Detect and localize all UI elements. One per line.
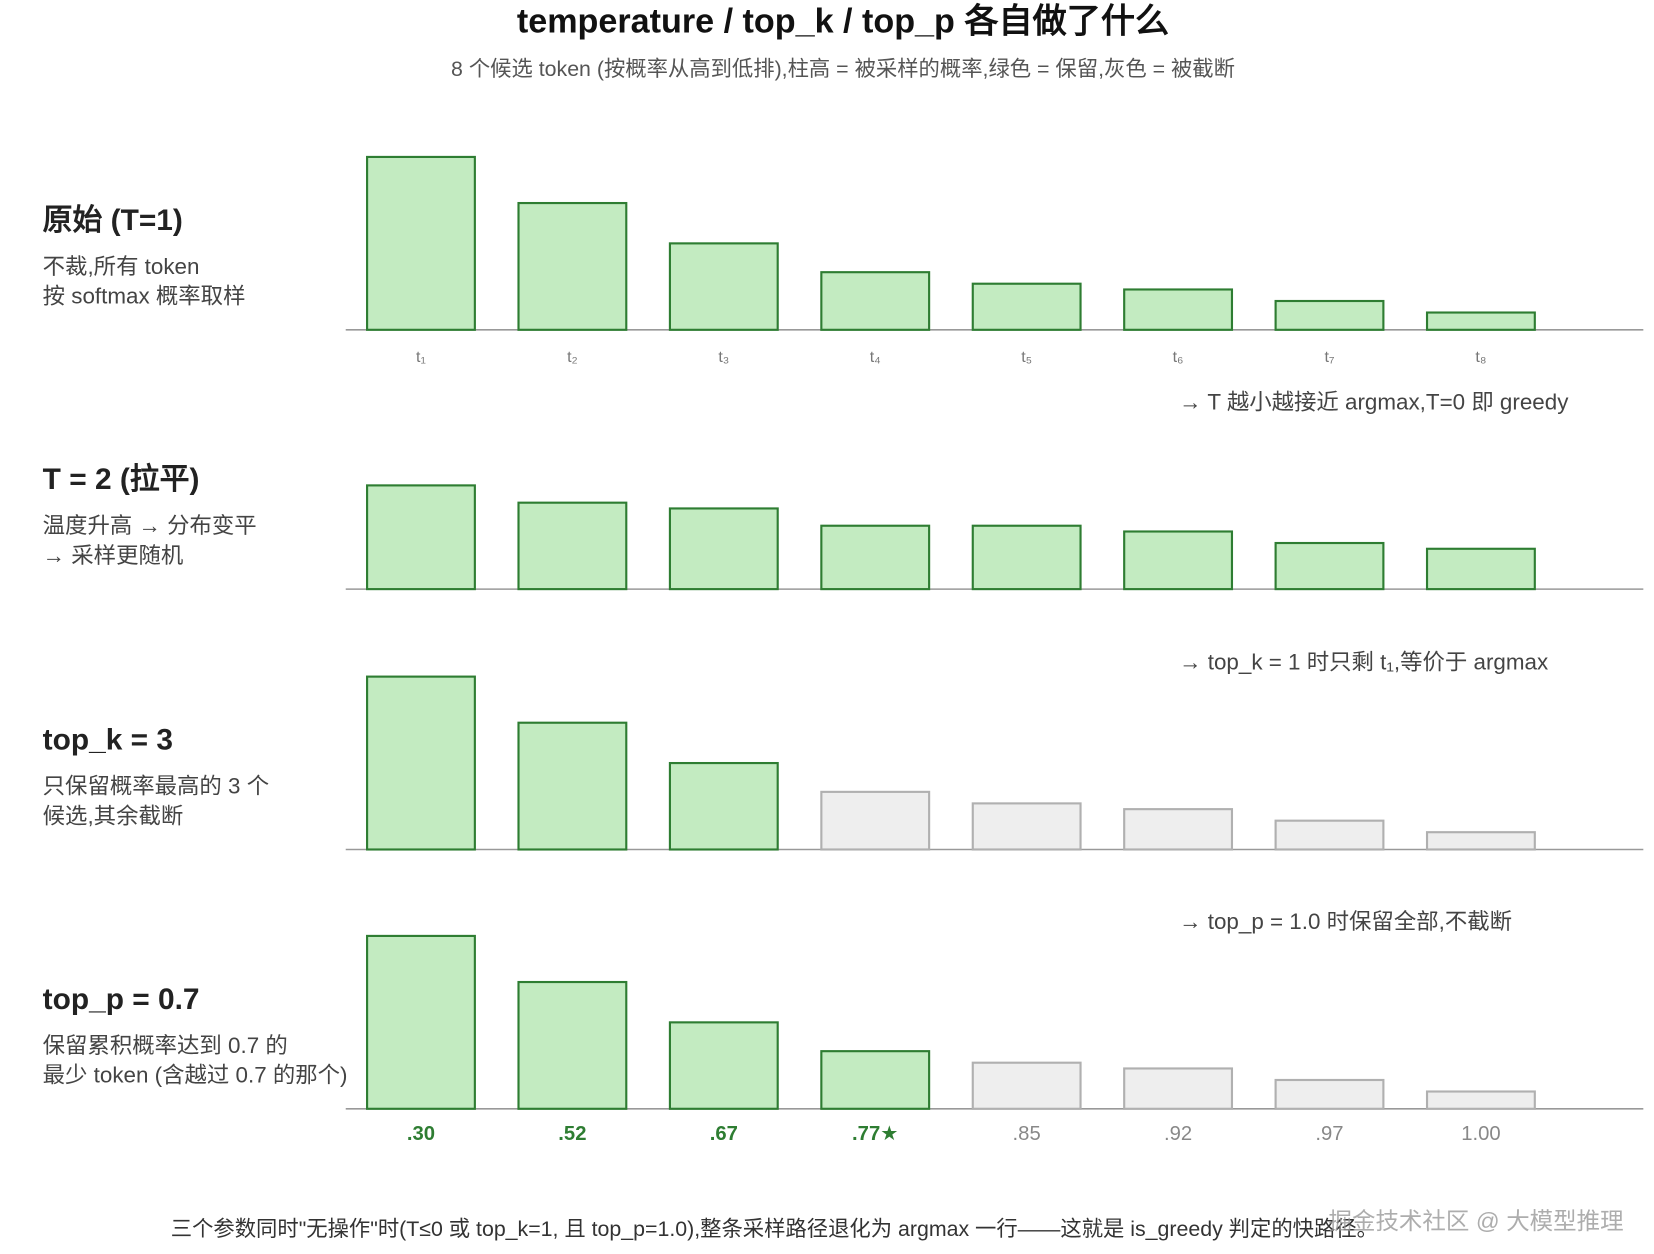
bar (366, 675, 476, 851)
bar (366, 484, 476, 591)
bar (517, 980, 628, 1110)
panel-description: → 采样更随机 (43, 543, 184, 568)
cumulative-label: .97 (1315, 1123, 1343, 1145)
bar (1123, 1067, 1234, 1110)
bar (366, 155, 476, 331)
x-tick-label: t₇ (1325, 349, 1335, 366)
cumulative-label: .30 (407, 1123, 435, 1145)
panel-title: top_p = 0.7 (43, 983, 200, 1016)
footer: 三个参数同时"无操作"时(T≤0 或 top_k=1, 且 top_p=1.0)… (171, 1217, 1378, 1241)
watermark: 掘金技术社区 @ 大模型推理 (1329, 1208, 1624, 1234)
bar (1425, 311, 1536, 331)
bar (820, 1050, 931, 1110)
bar (1274, 819, 1385, 851)
bar (820, 790, 931, 851)
x-tick-label: t₈ (1475, 349, 1486, 366)
bar (971, 1061, 1082, 1110)
bar (1274, 541, 1385, 591)
panel-title: 原始 (T=1) (43, 204, 183, 237)
x-tick-label: t₄ (870, 349, 881, 366)
bar (517, 501, 628, 591)
panel-description: 保留累积概率达到 0.7 的 (43, 1033, 288, 1058)
chart-subtitle: 8 个候选 token (按概率从高到低排),柱高 = 被采样的概率,绿色 = … (451, 57, 1235, 81)
panel-note: → top_k = 1 时只剩 t₁,等价于 argmax (1179, 650, 1548, 675)
panel-description: 候选,其余截断 (43, 803, 184, 828)
bar (517, 201, 628, 331)
x-tick-label: t₅ (1021, 349, 1032, 366)
bar (366, 934, 476, 1110)
x-tick-label: t₂ (567, 349, 578, 366)
panel-description: 温度升高 → 分布变平 (43, 513, 257, 538)
bar (820, 271, 931, 331)
bar (1425, 1090, 1536, 1110)
bar (1274, 1078, 1385, 1110)
bar (668, 1021, 779, 1110)
cumulative-label: .67 (710, 1123, 738, 1145)
bar (668, 507, 779, 591)
panel-description: 不裁,所有 token (43, 254, 200, 279)
bar (1274, 299, 1385, 331)
bar (1123, 808, 1234, 851)
bar (668, 761, 779, 851)
cumulative-label: .77★ (852, 1123, 898, 1145)
bar (971, 282, 1082, 331)
panel-title: T = 2 (拉平) (43, 462, 200, 496)
cumulative-label: .92 (1164, 1123, 1192, 1145)
bar (1123, 530, 1234, 591)
bar (1123, 288, 1234, 331)
panel-note: → T 越小越接近 argmax,T=0 即 greedy (1179, 389, 1569, 414)
bar (971, 524, 1082, 591)
panel-description: 最少 token (含越过 0.7 的那个) (43, 1063, 348, 1088)
bar (1425, 831, 1536, 851)
bar (1425, 547, 1536, 591)
cumulative-label: 1.00 (1461, 1123, 1500, 1145)
panel-title: top_k = 3 (43, 724, 173, 757)
cumulative-label: .85 (1013, 1123, 1041, 1145)
cumulative-label: .52 (558, 1123, 586, 1145)
bar (820, 524, 931, 591)
bar (971, 802, 1082, 851)
bar (668, 242, 779, 331)
panel-note: → top_p = 1.0 时保留全部,不截断 (1179, 909, 1512, 934)
chart-title: temperature / top_k / top_p 各自做了什么 (517, 2, 1169, 41)
panel-description: 只保留概率最高的 3 个 (43, 774, 269, 799)
x-tick-label: t₁ (416, 349, 426, 366)
bar (517, 721, 628, 851)
x-tick-label: t₃ (718, 349, 729, 366)
panel-description: 按 softmax 概率取样 (43, 284, 246, 309)
x-tick-label: t₆ (1173, 349, 1184, 366)
